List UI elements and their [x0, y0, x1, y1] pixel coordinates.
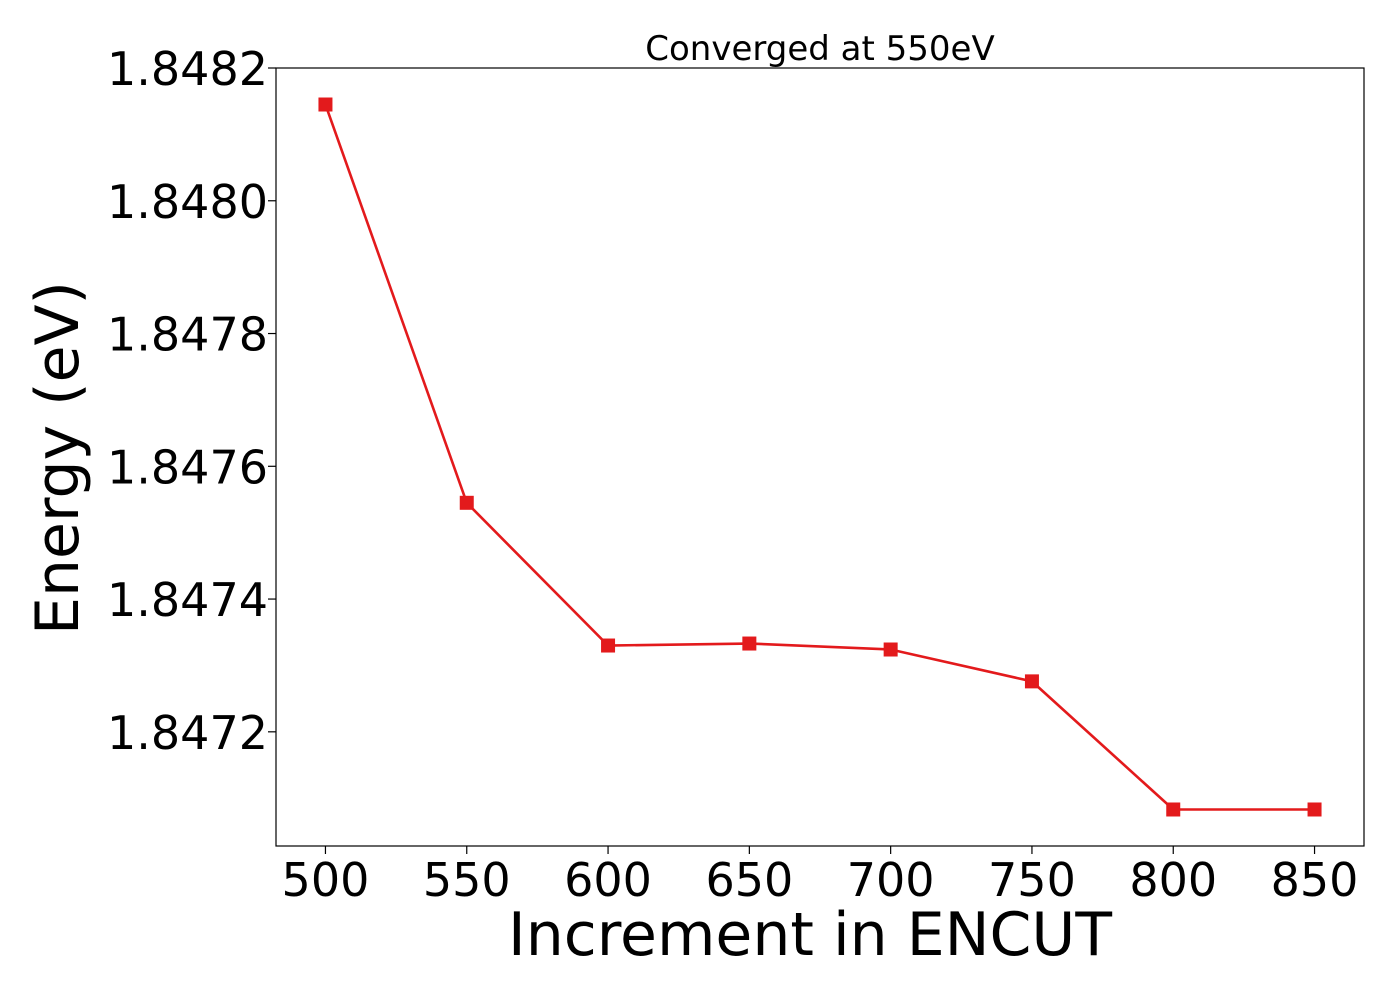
y-tick-label: 1.8472: [107, 706, 268, 760]
x-tick-label: 700: [847, 853, 935, 907]
y-tick-label: 1.8478: [107, 308, 268, 362]
x-axis-ticks: 500 550 600 650 700 750 800 850: [282, 846, 1359, 907]
x-tick-label: 550: [423, 853, 511, 907]
plot-area: [275, 67, 1365, 847]
plot-frame: [275, 67, 1365, 847]
data-point-marker: [1307, 802, 1322, 817]
data-point-marker: [459, 495, 474, 510]
y-tick-label: 1.8474: [107, 573, 268, 627]
x-tick-label: 750: [988, 853, 1076, 907]
data-point-marker: [883, 642, 898, 657]
x-tick-label: 800: [1129, 853, 1217, 907]
y-tick-label: 1.8480: [107, 175, 268, 229]
x-tick-label: 650: [705, 853, 793, 907]
series-layer: [318, 97, 1322, 817]
data-point-marker: [742, 636, 757, 651]
series-line: [324, 104, 1315, 811]
x-axis-title: Increment in ENCUT: [508, 900, 1112, 970]
y-tick-label: 1.8476: [107, 440, 268, 494]
data-point-marker: [1024, 674, 1039, 689]
y-axis-ticks: 1.8472 1.8474 1.8476 1.8478 1.8480 1.8482: [107, 42, 276, 760]
chart-title: Converged at 550eV: [645, 29, 994, 69]
y-axis-title: Energy (eV): [23, 281, 93, 635]
x-tick-label: 500: [282, 853, 370, 907]
data-point-marker: [1166, 802, 1181, 817]
data-point-marker: [601, 638, 616, 653]
x-tick-label: 600: [564, 853, 652, 907]
y-tick-label: 1.8482: [107, 42, 268, 96]
data-point-marker: [318, 97, 333, 112]
x-tick-label: 850: [1271, 853, 1359, 907]
